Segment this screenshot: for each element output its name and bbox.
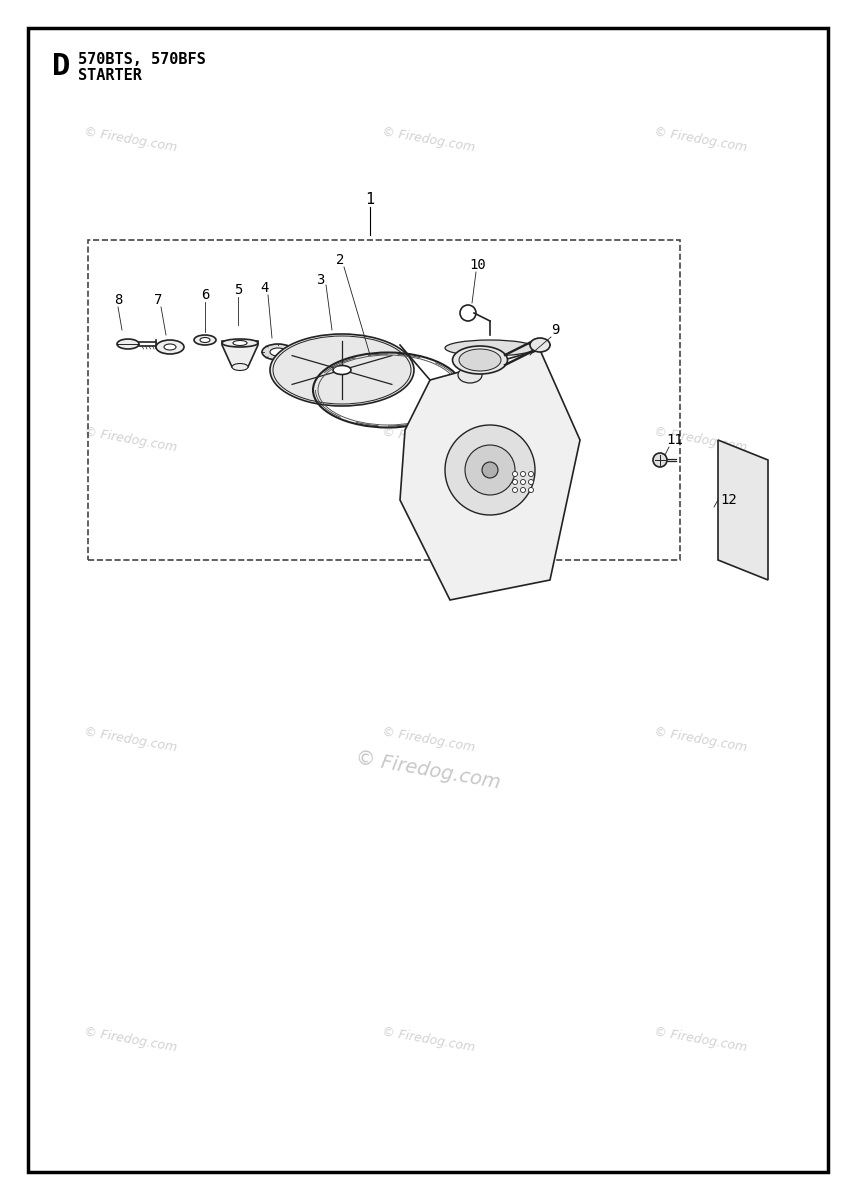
Text: © Firedog.com: © Firedog.com <box>381 426 475 455</box>
Ellipse shape <box>270 334 414 406</box>
Circle shape <box>513 487 518 492</box>
Circle shape <box>513 480 518 485</box>
Text: © Firedog.com: © Firedog.com <box>82 726 177 755</box>
Circle shape <box>528 480 533 485</box>
Ellipse shape <box>530 338 550 352</box>
Text: © Firedog.com: © Firedog.com <box>82 126 177 155</box>
Text: © Firedog.com: © Firedog.com <box>354 748 502 792</box>
Text: 1: 1 <box>366 192 375 208</box>
Text: 12: 12 <box>720 493 737 506</box>
Circle shape <box>528 472 533 476</box>
Text: 6: 6 <box>201 288 209 302</box>
Text: © Firedog.com: © Firedog.com <box>652 726 747 755</box>
Text: © Firedog.com: © Firedog.com <box>652 126 747 155</box>
Text: 4: 4 <box>261 281 269 295</box>
Text: 10: 10 <box>470 258 486 272</box>
Circle shape <box>520 480 526 485</box>
Circle shape <box>482 462 498 478</box>
Text: © Firedog.com: © Firedog.com <box>652 1026 747 1055</box>
Circle shape <box>528 487 533 492</box>
Text: 8: 8 <box>114 293 122 307</box>
Circle shape <box>513 472 518 476</box>
Ellipse shape <box>459 349 501 371</box>
Circle shape <box>445 425 535 515</box>
Ellipse shape <box>453 346 508 374</box>
Ellipse shape <box>262 344 294 360</box>
Ellipse shape <box>156 340 184 354</box>
Text: D: D <box>52 52 70 80</box>
Ellipse shape <box>194 335 216 346</box>
Text: 2: 2 <box>336 253 344 266</box>
Text: © Firedog.com: © Firedog.com <box>652 426 747 455</box>
Polygon shape <box>400 350 580 600</box>
Text: © Firedog.com: © Firedog.com <box>82 1026 177 1055</box>
Ellipse shape <box>232 364 248 371</box>
Ellipse shape <box>200 337 210 342</box>
Circle shape <box>460 305 476 320</box>
Circle shape <box>653 452 667 467</box>
Ellipse shape <box>270 348 286 356</box>
Ellipse shape <box>233 341 247 346</box>
Circle shape <box>520 487 526 492</box>
Polygon shape <box>222 341 258 367</box>
Text: 570BTS, 570BFS: 570BTS, 570BFS <box>78 52 205 67</box>
Text: 9: 9 <box>550 323 559 337</box>
Text: 11: 11 <box>667 433 683 446</box>
Text: 3: 3 <box>316 272 324 287</box>
Ellipse shape <box>222 338 258 347</box>
Circle shape <box>465 445 515 494</box>
Text: 7: 7 <box>154 293 162 307</box>
Text: © Firedog.com: © Firedog.com <box>381 1026 475 1055</box>
Ellipse shape <box>458 367 482 383</box>
Ellipse shape <box>333 366 351 374</box>
Text: © Firedog.com: © Firedog.com <box>82 426 177 455</box>
Ellipse shape <box>117 338 139 349</box>
Text: STARTER: STARTER <box>78 68 142 83</box>
Bar <box>88 240 680 560</box>
Ellipse shape <box>164 344 176 350</box>
Text: © Firedog.com: © Firedog.com <box>381 126 475 155</box>
Text: © Firedog.com: © Firedog.com <box>381 726 475 755</box>
Text: 5: 5 <box>234 283 242 296</box>
Polygon shape <box>718 440 768 580</box>
Ellipse shape <box>445 340 535 356</box>
Circle shape <box>520 472 526 476</box>
